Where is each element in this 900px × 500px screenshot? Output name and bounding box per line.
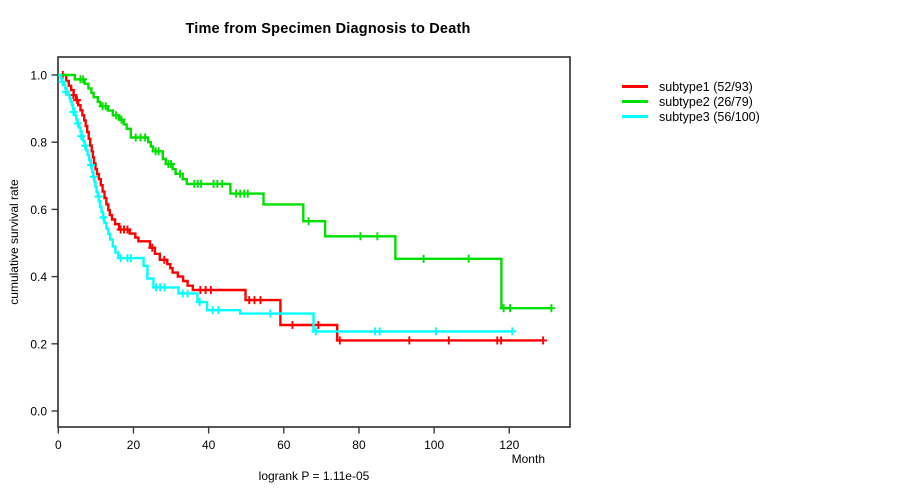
x-tick-label: 80 <box>352 438 366 452</box>
legend-label-subtype1: subtype1 (52/93) <box>659 79 753 94</box>
x-tick-label: 40 <box>202 438 216 452</box>
y-tick-label: 0.2 <box>30 337 47 351</box>
legend-item-subtype3: subtype3 (56/100) <box>622 109 760 124</box>
chart-title: Time from Specimen Diagnosis to Death <box>185 21 471 37</box>
x-tick-label: 60 <box>277 438 291 452</box>
legend: subtype1 (52/93) subtype2 (26/79) subtyp… <box>622 79 760 124</box>
y-axis-title: cumulative survival rate <box>7 179 21 305</box>
curve-subtype1 <box>58 73 544 342</box>
legend-label-subtype2: subtype2 (26/79) <box>659 94 753 109</box>
y-tick-label: 0.6 <box>30 203 47 217</box>
x-tick-label: 20 <box>127 438 141 452</box>
plot-frame <box>57 56 571 428</box>
curve-subtype2 <box>58 73 552 310</box>
x-tick-label: 120 <box>499 438 519 452</box>
x-tick-label: 0 <box>55 438 62 452</box>
logrank-annotation: logrank P = 1.11e-05 <box>258 469 370 483</box>
legend-item-subtype1: subtype1 (52/93) <box>622 79 760 94</box>
legend-line-swatch-green <box>622 100 648 103</box>
legend-label-subtype3: subtype3 (56/100) <box>659 109 760 124</box>
legend-line-swatch-cyan <box>622 115 648 118</box>
legend-line-swatch-red <box>622 85 648 88</box>
curve-subtype3 <box>58 73 513 333</box>
y-tick-label: 1.0 <box>30 69 47 83</box>
y-tick-label: 0.8 <box>30 136 47 150</box>
y-tick-label: 0.4 <box>30 270 47 284</box>
y-tick-label: 0.0 <box>30 405 47 419</box>
legend-item-subtype2: subtype2 (26/79) <box>622 94 760 109</box>
x-axis-title: Month <box>511 452 545 466</box>
x-tick-label: 100 <box>424 438 444 452</box>
